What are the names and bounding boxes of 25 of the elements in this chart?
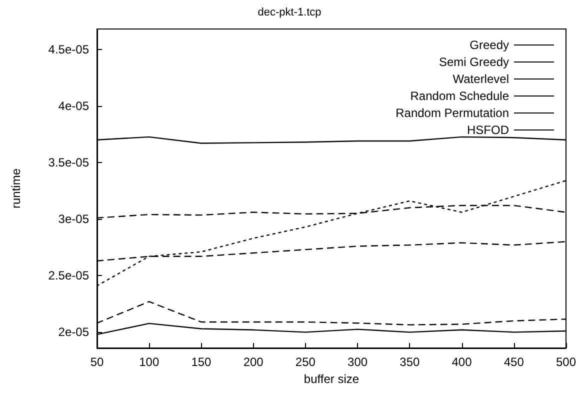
chart-title: dec-pkt-1.tcp [258, 6, 322, 18]
legend-label: Greedy [470, 38, 509, 52]
legend-label: HSFOD [467, 123, 510, 137]
y-tick-label: 3.5e-05 [48, 155, 90, 170]
y-tick-label: 2.5e-05 [48, 268, 90, 283]
x-axis-title: buffer size [304, 372, 360, 386]
legend-label: Random Permutation [396, 106, 509, 120]
x-tick-label: 300 [348, 355, 368, 369]
x-tick-label: 400 [452, 355, 472, 369]
y-tick-label: 2e-05 [58, 325, 90, 340]
x-tick-label: 100 [139, 355, 160, 369]
y-tick-label: 4.5e-05 [48, 42, 90, 56]
y-axis-title: runtime [9, 168, 23, 209]
legend-label: Random Schedule [410, 89, 510, 103]
x-tick-label: 150 [191, 355, 212, 369]
x-tick-label: 50 [90, 355, 104, 369]
x-tick-label: 500 [556, 355, 576, 369]
legend-label: Semi Greedy [438, 55, 509, 69]
x-tick-label: 250 [295, 355, 316, 369]
x-tick-label: 200 [243, 355, 264, 369]
legend-label: Waterlevel [452, 72, 509, 86]
y-tick-label: 3e-05 [58, 212, 90, 226]
x-tick-label: 450 [504, 355, 524, 369]
x-tick-label: 350 [400, 355, 420, 369]
y-tick-label: 4e-05 [58, 98, 90, 113]
